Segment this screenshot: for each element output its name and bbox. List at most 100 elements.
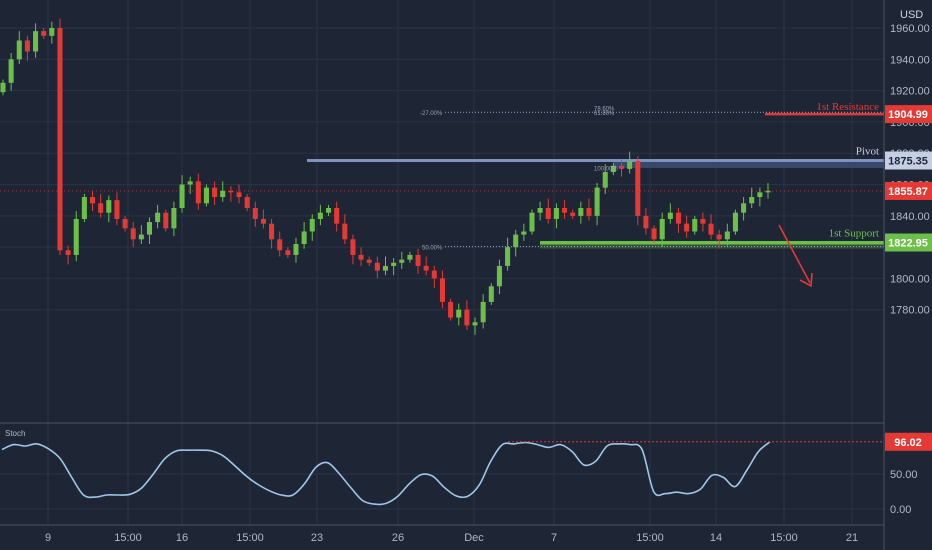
candle-body bbox=[651, 228, 657, 240]
candle-body bbox=[114, 200, 120, 219]
candle-body bbox=[350, 239, 356, 255]
candle-body bbox=[187, 181, 193, 185]
candle-body bbox=[627, 161, 633, 169]
candle-body bbox=[366, 259, 372, 263]
candle-body bbox=[586, 207, 592, 216]
current-price-badge-bg bbox=[885, 181, 932, 200]
price-tick-label: 1780.00 bbox=[890, 305, 930, 317]
candle-body bbox=[529, 212, 535, 232]
candle-body bbox=[578, 207, 584, 216]
resistance-price-badge-bg bbox=[885, 105, 932, 124]
price-tick-label: 1940.00 bbox=[890, 54, 930, 66]
candle-body bbox=[684, 223, 690, 232]
candle-body bbox=[456, 309, 462, 318]
candle-body bbox=[407, 254, 413, 260]
candle-body bbox=[33, 31, 39, 52]
support-price-badge-bg bbox=[885, 233, 932, 252]
stoch-tick-label: 0.00 bbox=[890, 504, 911, 516]
pivot-price-badge: 1875.35 bbox=[888, 155, 928, 167]
candle-body bbox=[122, 218, 128, 229]
candle-body bbox=[732, 212, 738, 232]
candle-body bbox=[252, 207, 258, 219]
candle-body bbox=[41, 31, 47, 36]
fib-label: -27.00% bbox=[420, 111, 443, 117]
candle-body bbox=[228, 190, 234, 193]
candle-body bbox=[496, 265, 502, 287]
currency-label: USD bbox=[900, 9, 923, 21]
candle-body bbox=[146, 222, 153, 235]
candle-body bbox=[277, 239, 283, 251]
support-name: 1st Support bbox=[829, 228, 879, 240]
candle-body bbox=[73, 218, 79, 255]
candle-body bbox=[309, 218, 315, 232]
candle-body bbox=[708, 223, 714, 235]
candle-body bbox=[667, 212, 673, 219]
candle-body bbox=[212, 187, 218, 198]
candle-body bbox=[448, 301, 454, 318]
candle-body bbox=[562, 207, 568, 213]
candle-body bbox=[765, 190, 771, 193]
candle-body bbox=[659, 218, 665, 240]
candle-body bbox=[724, 231, 730, 240]
candle-body bbox=[269, 223, 275, 240]
candle-body bbox=[81, 197, 87, 219]
projection-arrow bbox=[778, 224, 811, 284]
candle-body bbox=[513, 234, 519, 248]
price-tick-label: 1920.00 bbox=[890, 86, 930, 98]
candle-body bbox=[675, 212, 682, 224]
candle-body bbox=[293, 243, 299, 255]
candle-body bbox=[317, 212, 323, 219]
price-tick-label: 1960.00 bbox=[890, 23, 930, 35]
candle-body bbox=[106, 200, 112, 213]
candle-body bbox=[545, 207, 551, 219]
candle-body bbox=[220, 190, 226, 198]
resistance-name: 1st Resistance bbox=[816, 101, 879, 113]
stoch-tick-label: 50.00 bbox=[890, 469, 918, 481]
time-tick-label: 23 bbox=[311, 532, 323, 544]
time-tick-label: 26 bbox=[392, 532, 404, 544]
support-price-badge: 1822.95 bbox=[888, 238, 928, 250]
candle-body bbox=[301, 231, 307, 244]
time-tick-label: Dec bbox=[464, 532, 484, 544]
candle-body bbox=[480, 301, 486, 323]
candle-body bbox=[195, 181, 201, 204]
candle-body bbox=[244, 197, 250, 208]
candle-body bbox=[0, 82, 6, 93]
time-tick-label: 14 bbox=[710, 532, 722, 544]
candle-body bbox=[618, 165, 625, 169]
time-tick-label: 15:00 bbox=[636, 532, 664, 544]
price-tick-label: 1840.00 bbox=[890, 211, 930, 223]
candle-body bbox=[472, 322, 478, 326]
candle-body bbox=[155, 212, 161, 223]
candle-body bbox=[537, 207, 543, 213]
candle-body bbox=[635, 161, 641, 216]
candle-body bbox=[49, 28, 55, 36]
candle-body bbox=[391, 262, 397, 266]
candle-body bbox=[138, 234, 144, 240]
time-tick-label: 9 bbox=[45, 532, 51, 544]
time-tick-label: 16 bbox=[176, 532, 188, 544]
stoch-value-badge-bg bbox=[885, 432, 932, 451]
candle-body bbox=[488, 286, 494, 302]
candle-body bbox=[382, 265, 389, 271]
candle-body bbox=[163, 212, 169, 229]
candle-body bbox=[89, 197, 96, 204]
time-tick-label: 15:00 bbox=[114, 532, 142, 544]
candle-body bbox=[57, 28, 63, 251]
resistance-price-badge: 1904.99 bbox=[888, 109, 928, 121]
candle-body bbox=[24, 40, 30, 52]
price-tick-label: 1800.00 bbox=[890, 273, 930, 285]
candle-body bbox=[285, 250, 291, 255]
candle-body bbox=[16, 40, 22, 60]
candle-body bbox=[65, 250, 71, 255]
candle-body bbox=[749, 197, 755, 204]
candle-body bbox=[602, 171, 608, 188]
time-tick-label: 15:00 bbox=[236, 532, 264, 544]
candle-body bbox=[326, 207, 332, 213]
fib-label: 50.00% bbox=[422, 246, 443, 252]
candle-body bbox=[716, 234, 722, 240]
candle-body bbox=[203, 187, 209, 204]
candle-body bbox=[757, 192, 763, 198]
